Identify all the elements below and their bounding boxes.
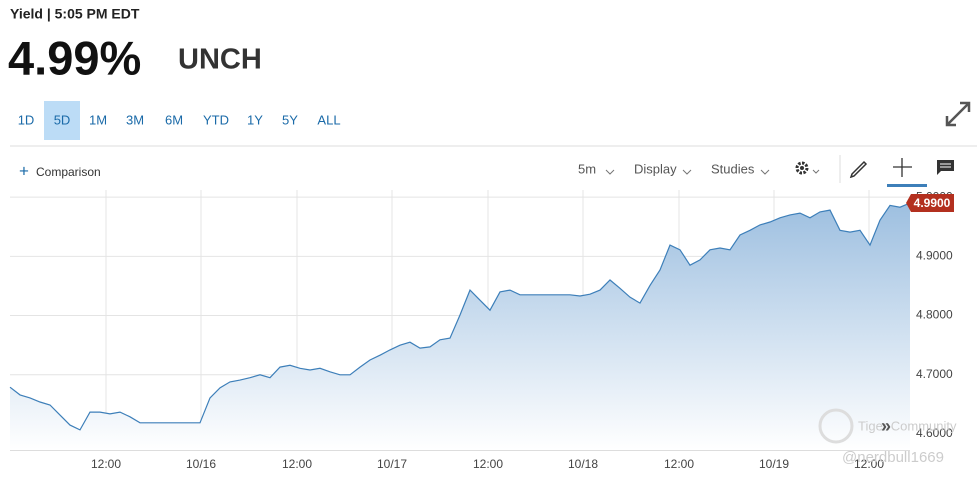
range-active-bg bbox=[44, 101, 80, 140]
dropdown-carets bbox=[605, 169, 820, 175]
y-tick-label: 4.7000 bbox=[916, 367, 953, 381]
range-button[interactable]: 3M bbox=[126, 112, 144, 127]
last-price-label: 4.9900 bbox=[914, 196, 951, 210]
plus-icon[interactable]: + bbox=[19, 161, 29, 180]
y-tick-label: 4.6000 bbox=[916, 426, 953, 440]
range-button[interactable]: 1D bbox=[18, 112, 35, 127]
x-tick-label: 10/19 bbox=[759, 457, 789, 471]
range-button[interactable]: 5D bbox=[54, 112, 71, 127]
range-button[interactable]: YTD bbox=[203, 112, 229, 127]
x-tick-label: 12:00 bbox=[91, 457, 121, 471]
range-button[interactable]: 6M bbox=[165, 112, 183, 127]
x-tick-label: 12:00 bbox=[664, 457, 694, 471]
range-selector: 1D 5D 1M 3M 6M YTD 1Y 5Y ALL bbox=[18, 101, 341, 140]
last-price-badge bbox=[906, 194, 954, 213]
x-tick-label: 10/17 bbox=[377, 457, 407, 471]
x-tick-label: 10/18 bbox=[568, 457, 598, 471]
x-tick-label: 12:00 bbox=[282, 457, 312, 471]
draw-icon[interactable] bbox=[849, 160, 868, 179]
display-button[interactable]: Display bbox=[634, 161, 677, 176]
range-button[interactable]: 1M bbox=[89, 112, 107, 127]
yield-value: 4.99% bbox=[8, 31, 141, 84]
x-tick-label: 10/16 bbox=[186, 457, 216, 471]
crosshair-icon[interactable] bbox=[893, 158, 912, 177]
interval-button[interactable]: 5m bbox=[578, 161, 596, 176]
price-line bbox=[9, 202, 911, 431]
comment-lines bbox=[940, 163, 951, 168]
x-tick-label: 12:00 bbox=[854, 457, 884, 471]
settings-icon[interactable] bbox=[795, 161, 809, 175]
area-fill bbox=[10, 203, 910, 450]
active-tool-underline bbox=[887, 184, 927, 187]
watermark-user: @nerdbull1669 bbox=[842, 449, 944, 466]
range-button[interactable]: 1Y bbox=[247, 112, 263, 127]
y-tick-label: 4.8000 bbox=[916, 308, 953, 322]
expand-icon[interactable] bbox=[945, 101, 971, 127]
comparison-button[interactable]: Comparison bbox=[36, 165, 101, 179]
scroll-end-button[interactable]: » bbox=[881, 416, 891, 436]
range-button[interactable]: 5Y bbox=[282, 112, 298, 127]
watermark-logo bbox=[818, 408, 854, 444]
yield-change: UNCH bbox=[178, 44, 262, 76]
yield-label: Yield | 5:05 PM EDT bbox=[10, 6, 140, 22]
studies-button[interactable]: Studies bbox=[711, 161, 755, 176]
y-tick-label: 4.9000 bbox=[916, 249, 953, 263]
watermark-brand: Tiger Community bbox=[858, 418, 957, 433]
plot-area: 4.60004.70004.80004.90005.000012:0010/16… bbox=[9, 189, 957, 471]
x-tick-label: 12:00 bbox=[473, 457, 503, 471]
range-button[interactable]: ALL bbox=[317, 112, 340, 127]
